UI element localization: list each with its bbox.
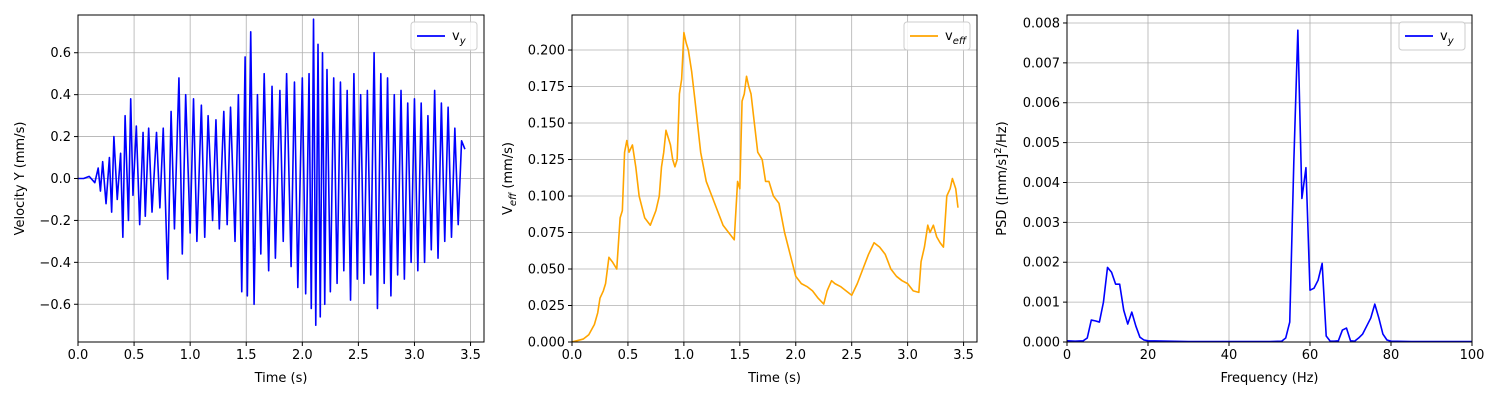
x-axis-label: Time (s) [254, 371, 308, 386]
y-axis-label-subscript: eff [508, 191, 519, 206]
x-tick-label: 3.5 [953, 348, 974, 363]
x-tick-label: 1.5 [729, 348, 750, 363]
x-tick-label: 20 [1140, 348, 1157, 363]
y-tick-label: 0.2 [50, 130, 71, 145]
y-tick-label: 0.6 [50, 46, 71, 61]
x-tick-label: 2.0 [292, 348, 313, 363]
legend-label-main: v [945, 29, 953, 44]
y-tick-label: 0.005 [1023, 136, 1060, 151]
y-tick-label: 0.007 [1023, 56, 1060, 71]
legend-label-main: v [1440, 29, 1448, 44]
y-tick-label: 0.008 [1023, 16, 1060, 31]
y-tick-label: −0.4 [39, 256, 71, 271]
x-tick-label: 0.0 [68, 348, 89, 363]
x-tick-label: 2.5 [841, 348, 862, 363]
velocity-y-chart: 0.0 0.5 1.0 1.5 2.0 2.5 3.0 3.5 −0.6 −0.4 −0.2 0.0 0… [13, 14, 485, 386]
y-tick-label: 0.001 [1023, 296, 1060, 311]
x-tick-label: 3.5 [460, 348, 481, 363]
x-tick-label: 0.5 [124, 348, 145, 363]
legend-label-subscript: y [459, 36, 467, 47]
x-tick-label: 60 [1302, 348, 1319, 363]
legend-label: vy [452, 29, 467, 47]
x-tick-label: 1.0 [674, 348, 695, 363]
y-tick-label: 0.150 [528, 117, 565, 132]
y-axis-label-suffix: /Hz) [995, 121, 1010, 147]
x-tick-label: 0.0 [562, 348, 583, 363]
x-tick-label: 3.0 [897, 348, 918, 363]
x-tick-label: 0 [1063, 348, 1071, 363]
effective-velocity-chart: 0.0 0.5 1.0 1.5 2.0 2.5 3.0 3.5 0.000 0.025 0.050 0… [501, 14, 978, 386]
plot-frame [1066, 14, 1473, 343]
y-axis-label-superscript: 2 [993, 147, 1004, 153]
x-tick-label: 2.5 [348, 348, 369, 363]
y-axis-label-main: V [501, 206, 516, 215]
x-tick-label: 3.0 [404, 348, 425, 363]
y-tick-label: 0.050 [528, 263, 565, 278]
legend: vy [1398, 21, 1466, 51]
y-tick-label: −0.2 [39, 214, 71, 229]
legend-label-subscript: eff [953, 36, 968, 47]
series-line-0 [1067, 29, 1472, 342]
y-tick-label: 0.003 [1023, 216, 1060, 231]
x-axis-label: Time (s) [747, 371, 801, 386]
y-tick-label: 0.175 [528, 80, 565, 95]
legend-label: veff [945, 29, 968, 47]
series-line-0 [78, 18, 466, 327]
y-tick-label: 0.075 [528, 226, 565, 241]
y-tick-label: 0.200 [528, 44, 565, 59]
legend-label: vy [1440, 29, 1455, 47]
y-tick-label: 0.006 [1023, 96, 1060, 111]
y-axis-label-main: Velocity Y (mm/s) [13, 122, 28, 236]
y-axis-label: Velocity Y (mm/s) [13, 122, 28, 236]
x-tick-label: 80 [1383, 348, 1400, 363]
y-tick-label: −0.6 [39, 298, 71, 313]
y-tick-label: 0.0 [50, 172, 71, 187]
legend-label-main: v [452, 29, 460, 44]
y-tick-label: 0.000 [1023, 336, 1060, 351]
x-tick-label: 2.0 [785, 348, 806, 363]
psd-chart: 0 20 40 60 80 100 0.000 0.001 0.002 0.003 0.004 0.0… [993, 14, 1485, 386]
x-tick-label: 0.5 [618, 348, 639, 363]
plot-frame [571, 14, 978, 343]
y-tick-label: 0.100 [528, 190, 565, 205]
x-axis-label: Frequency (Hz) [1220, 371, 1318, 386]
y-tick-label: 0.025 [528, 299, 565, 314]
x-tick-label: 1.0 [180, 348, 201, 363]
legend: vy [410, 21, 478, 51]
y-axis-label-main: PSD ([mm/s] [995, 154, 1010, 236]
x-tick-label: 1.5 [236, 348, 257, 363]
x-tick-label: 40 [1221, 348, 1238, 363]
y-axis-label-suffix: (mm/s) [501, 142, 516, 193]
series-line-0 [572, 31, 959, 342]
y-axis-label: Veff (mm/s) [501, 142, 519, 215]
legend: veff [903, 21, 971, 51]
x-tick-label: 100 [1460, 348, 1485, 363]
y-tick-label: 0.125 [528, 153, 565, 168]
y-axis-label: PSD ([mm/s]2/Hz) [993, 121, 1010, 235]
y-tick-label: 0.4 [50, 88, 71, 103]
y-tick-label: 0.004 [1023, 176, 1060, 191]
y-tick-label: 0.002 [1023, 256, 1060, 271]
y-tick-label: 0.000 [528, 336, 565, 351]
legend-label-subscript: y [1447, 36, 1455, 47]
